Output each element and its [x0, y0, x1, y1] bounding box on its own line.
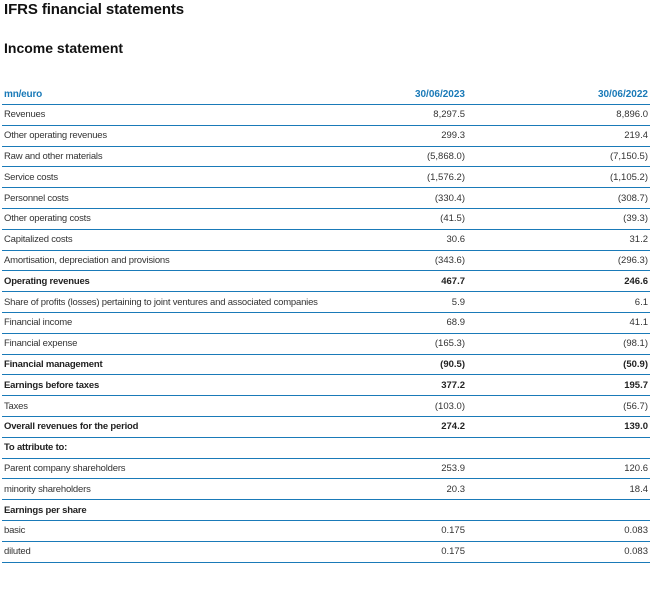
table-row: diluted 0.175 0.083 — [2, 542, 650, 563]
page-title: IFRS financial statements — [4, 1, 185, 18]
value-2022: (296.3) — [617, 254, 648, 266]
row-label: Overall revenues for the period — [4, 421, 139, 433]
value-2023: (90.5) — [440, 358, 465, 370]
income-statement-table: mn/euro 30/06/2023 30/06/2022 Revenues 8,… — [2, 84, 650, 563]
value-2022: 0.083 — [624, 546, 648, 558]
value-2023: 274.2 — [441, 421, 465, 433]
table-row: Amortisation, depreciation and provision… — [2, 251, 650, 272]
row-label: Raw and other materials — [4, 150, 103, 162]
row-label: Amortisation, depreciation and provision… — [4, 254, 170, 266]
table-row: minority shareholders 20.3 18.4 — [2, 479, 650, 501]
value-2022: 6.1 — [634, 296, 648, 308]
row-label: minority shareholders — [4, 483, 91, 495]
section-title: Income statement — [4, 40, 124, 56]
table-row: Other operating revenues 299.3 219.4 — [2, 126, 650, 147]
value-2022: 246.6 — [624, 275, 648, 287]
value-2023: 377.2 — [441, 379, 465, 391]
row-label: Other operating revenues — [4, 130, 107, 142]
row-label: Financial income — [4, 317, 73, 329]
value-2023: (165.3) — [434, 338, 465, 350]
row-label: Capitalized costs — [4, 234, 73, 246]
value-2022: (7,150.5) — [609, 150, 648, 162]
table-row: Other operating costs (41.5) (39.3) — [2, 209, 650, 230]
table-row: Financial expense (165.3) (98.1) — [2, 334, 650, 355]
row-label: Earnings per share — [4, 504, 87, 516]
value-2023: (330.4) — [434, 192, 465, 204]
value-2023: 0.175 — [441, 546, 465, 558]
table-row: basic 0.175 0.083 — [2, 521, 650, 542]
value-2022: 18.4 — [629, 483, 649, 495]
row-label: Parent company shareholders — [4, 462, 126, 474]
value-2022: 41.1 — [629, 317, 649, 329]
column-header-2023: 30/06/2023 — [414, 88, 465, 100]
table-body: Revenues 8,297.5 8,896.0 Other operating re… — [2, 105, 650, 563]
unit-label: mn/euro — [4, 88, 43, 100]
row-label: diluted — [4, 546, 31, 558]
row-label: Operating revenues — [4, 275, 90, 287]
value-2022: 0.083 — [624, 525, 648, 537]
row-label: Service costs — [4, 171, 58, 183]
table-row: Financial income 68.9 41.1 — [2, 313, 650, 334]
value-2022: (98.1) — [623, 338, 648, 350]
value-2023: 299.3 — [441, 130, 465, 142]
value-2023: (41.5) — [440, 213, 465, 225]
value-2022: 8,896.0 — [616, 109, 648, 121]
row-label: Financial expense — [4, 338, 78, 350]
row-label: Revenues — [4, 109, 46, 121]
row-label: Taxes — [4, 400, 28, 412]
value-2023: 8,297.5 — [433, 109, 465, 121]
value-2022: (1,105.2) — [609, 171, 648, 183]
value-2022: (50.9) — [623, 358, 648, 370]
row-label: Earnings before taxes — [4, 379, 100, 391]
table-row: Share of profits (losses) pertaining to … — [2, 292, 650, 313]
value-2023: 467.7 — [441, 275, 465, 287]
table-row: Revenues 8,297.5 8,896.0 — [2, 105, 650, 126]
value-2022: (56.7) — [623, 400, 648, 412]
table-row: Personnel costs (330.4) (308.7) — [2, 188, 650, 209]
table-row: Taxes (103.0) (56.7) — [2, 396, 650, 417]
table-row: Parent company shareholders 253.9 120.6 — [2, 459, 650, 480]
value-2023: 30.6 — [446, 234, 466, 246]
value-2022: 219.4 — [624, 130, 648, 142]
value-2023: 0.175 — [441, 525, 465, 537]
value-2022: 195.7 — [624, 379, 648, 391]
table-row: Earnings before taxes 377.2 195.7 — [2, 375, 650, 397]
value-2023: (343.6) — [434, 254, 465, 266]
table-row: Service costs (1,576.2) (1,105.2) — [2, 167, 650, 189]
value-2022: 31.2 — [629, 234, 649, 246]
table-row: Overall revenues for the period 274.2 139.… — [2, 417, 650, 438]
table-row: Capitalized costs 30.6 31.2 — [2, 230, 650, 251]
row-label: Financial management — [4, 358, 103, 370]
row-label: Share of profits (losses) pertaining to … — [4, 296, 318, 308]
value-2023: 5.9 — [451, 296, 465, 308]
value-2023: 253.9 — [441, 462, 465, 474]
value-2022: (39.3) — [623, 213, 648, 225]
value-2023: (1,576.2) — [426, 171, 465, 183]
value-2022: 139.0 — [624, 421, 648, 433]
table-header-row: mn/euro 30/06/2023 30/06/2022 — [2, 84, 650, 105]
table-row: Financial management (90.5) (50.9) — [2, 355, 650, 376]
row-label: Personnel costs — [4, 192, 69, 204]
value-2023: (103.0) — [434, 400, 465, 412]
table-row: Earnings per share — [2, 500, 650, 521]
value-2023: 20.3 — [446, 483, 466, 495]
row-label: To attribute to: — [4, 442, 68, 454]
row-label: Other operating costs — [4, 213, 91, 225]
row-label: basic — [4, 525, 26, 537]
column-header-2022: 30/06/2022 — [597, 88, 648, 100]
table-row: Raw and other materials (5,868.0) (7,150.5… — [2, 147, 650, 168]
value-2023: (5,868.0) — [426, 150, 465, 162]
table-row: Operating revenues 467.7 246.6 — [2, 271, 650, 293]
value-2022: 120.6 — [624, 462, 648, 474]
value-2022: (308.7) — [617, 192, 648, 204]
value-2023: 68.9 — [446, 317, 466, 329]
table-row: To attribute to: — [2, 438, 650, 459]
